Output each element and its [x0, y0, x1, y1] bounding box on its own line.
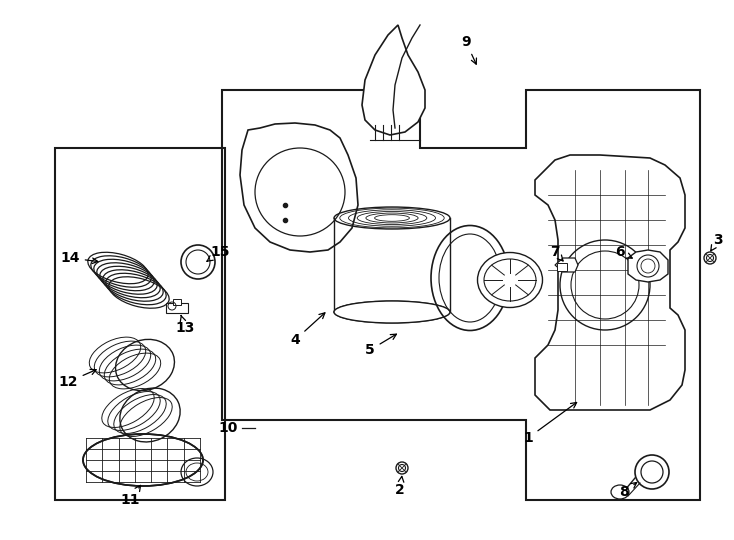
Ellipse shape	[635, 455, 669, 489]
Text: 1: 1	[523, 402, 577, 445]
Bar	[173, 299, 181, 305]
Text: 15: 15	[207, 245, 230, 261]
Polygon shape	[240, 123, 358, 252]
Bar	[55, 148, 225, 500]
Text: 4: 4	[290, 313, 325, 347]
Ellipse shape	[611, 485, 629, 499]
Bar	[557, 263, 567, 271]
Text: 7: 7	[550, 245, 563, 261]
Text: 9: 9	[461, 35, 476, 64]
Text: 11: 11	[120, 485, 140, 507]
Text: 2: 2	[395, 476, 405, 497]
Ellipse shape	[704, 252, 716, 264]
Text: 14: 14	[60, 251, 98, 265]
Text: 13: 13	[175, 315, 195, 335]
Polygon shape	[628, 250, 668, 282]
Text: 6: 6	[615, 245, 632, 259]
Ellipse shape	[478, 253, 542, 307]
Text: 3: 3	[711, 233, 723, 251]
Polygon shape	[535, 155, 685, 410]
Text: 10: 10	[218, 421, 238, 435]
Ellipse shape	[334, 301, 450, 323]
Text: 5: 5	[365, 334, 396, 357]
Polygon shape	[555, 258, 578, 272]
Ellipse shape	[396, 462, 408, 474]
Ellipse shape	[707, 254, 713, 261]
Ellipse shape	[399, 464, 405, 471]
Text: 12: 12	[58, 369, 96, 389]
Text: 8: 8	[619, 483, 636, 499]
Polygon shape	[362, 25, 425, 135]
Bar	[166, 303, 188, 313]
